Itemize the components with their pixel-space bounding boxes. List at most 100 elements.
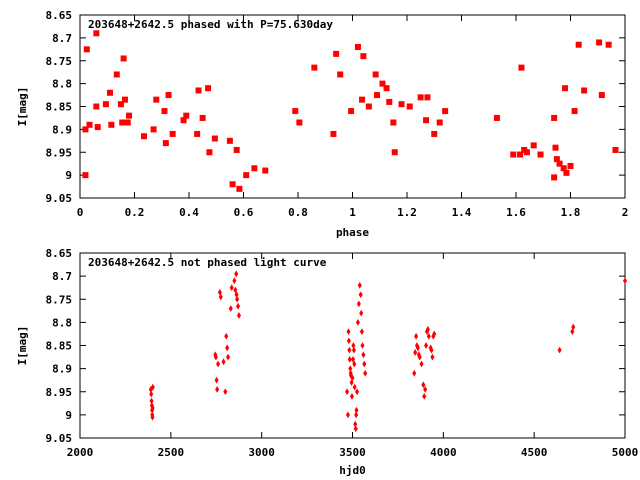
phased-data-point <box>251 165 258 172</box>
unphased-data-point <box>358 291 363 299</box>
phased-data-point <box>563 169 570 176</box>
unphased-data-point <box>351 355 356 363</box>
phased-data-point <box>333 50 340 57</box>
unphased-y-tick-label: 8.7 <box>52 270 72 283</box>
unphased-data-point <box>221 358 226 366</box>
phased-data-point <box>598 92 605 99</box>
unphased-data-point <box>360 342 365 349</box>
phased-data-point <box>493 114 500 121</box>
phased-x-tick-label: 1 <box>349 206 356 219</box>
unphased-data-point <box>414 332 419 340</box>
unphased-data-point <box>235 295 240 303</box>
unphased-y-tick-label: 9 <box>65 409 72 422</box>
phased-data-point <box>83 46 90 53</box>
phased-data-point <box>126 112 133 119</box>
unphased-x-tick-label: 2500 <box>158 446 185 459</box>
unphased-data-point <box>363 369 368 377</box>
unphased-data-point <box>150 413 155 421</box>
phased-data-point <box>581 87 588 94</box>
phased-data-point <box>169 130 176 137</box>
unphased-data-point <box>150 404 155 412</box>
phased-plot-frame <box>79 14 626 199</box>
phased-y-tick-label: 8.65 <box>46 9 73 22</box>
unphased-data-point <box>345 388 350 396</box>
phased-data-point <box>417 94 424 101</box>
unphased-data-point <box>150 383 155 391</box>
unphased-data-point <box>571 323 576 331</box>
phased-data-point <box>93 30 100 37</box>
phased-data-point <box>523 149 530 156</box>
unphased-data-point <box>149 397 154 405</box>
phased-x-tick-label: 1.6 <box>506 206 526 219</box>
phased-data-point <box>530 142 537 149</box>
unphased-data-point <box>218 293 223 301</box>
unphased-data-point <box>357 281 362 289</box>
unphased-y-tick-label: 8.8 <box>52 316 72 329</box>
phased-data-point <box>436 119 443 126</box>
phased-data-point <box>406 103 413 110</box>
phased-data-point <box>330 130 337 137</box>
phased-light-curve-panel: 0 0.2 0.4 0.6 0.8 1 1.2 1.4 1.6 1.8 2 8.65 8.7 8.75 8.… <box>16 9 628 239</box>
unphased-data-point <box>346 337 351 345</box>
unphased-x-tick-label: 3500 <box>339 446 366 459</box>
unphased-data-point <box>228 305 233 312</box>
unphased-y-tick-label: 8.9 <box>52 363 72 376</box>
unphased-data-point <box>226 353 231 361</box>
phased-data-point <box>102 101 109 108</box>
phased-data-point <box>195 87 202 94</box>
unphased-data-point <box>215 386 220 393</box>
unphased-data-point <box>232 277 237 285</box>
unphased-y-tick-label: 8.95 <box>46 386 73 399</box>
phased-data-point <box>365 103 372 110</box>
unphased-data-point <box>417 353 422 361</box>
phased-data-point <box>423 117 430 124</box>
unphased-data-point <box>347 355 352 363</box>
unphased-data-point <box>353 425 358 433</box>
unphased-data-point <box>622 277 628 285</box>
unphased-x-tick-label: 5000 <box>612 446 639 459</box>
unphased-data-point <box>415 344 420 352</box>
phased-data-point <box>517 151 524 158</box>
unphased-y-axis-label: I[mag] <box>16 326 29 366</box>
phased-x-tick-label: 1.8 <box>561 206 581 219</box>
phased-x-tick-label: 0.4 <box>179 206 199 219</box>
unphased-data-point <box>236 312 241 319</box>
unphased-data-point <box>421 381 426 389</box>
unphased-data-point <box>432 330 437 338</box>
phased-data-point <box>337 71 344 78</box>
phased-data-point <box>150 126 157 133</box>
phased-data-point <box>596 39 603 46</box>
unphased-data-point <box>345 411 350 419</box>
unphased-data-point <box>353 420 358 428</box>
phased-data-point <box>311 64 318 71</box>
phased-data-point <box>183 112 190 119</box>
phased-data-point <box>567 162 574 169</box>
unphased-data-point <box>236 302 241 310</box>
unphased-data-point <box>234 270 239 278</box>
phased-data-point <box>518 64 525 71</box>
phased-data-point <box>106 89 113 96</box>
unphased-chart-title: 203648+2642.5 not phased light curve <box>88 256 327 269</box>
phased-data-point <box>117 101 124 108</box>
unphased-data-point <box>362 360 367 368</box>
phased-data-point <box>292 108 299 115</box>
phased-x-tick-label: 0.6 <box>234 206 254 219</box>
unphased-y-tick-label: 8.75 <box>46 293 73 306</box>
unphased-data-point <box>216 360 221 368</box>
phased-y-tick-label: 8.75 <box>46 55 73 68</box>
unphased-data-point <box>225 344 230 352</box>
phased-y-tick-label: 8.7 <box>52 32 72 45</box>
unphased-x-axis-label: hjd0 <box>339 464 366 477</box>
phased-data-point <box>424 94 431 101</box>
phased-data-point <box>82 172 89 179</box>
phased-data-point <box>296 119 303 126</box>
phased-data-point <box>229 181 236 188</box>
phased-data-point <box>233 146 240 153</box>
unphased-data-point <box>223 388 228 396</box>
unphased-data-point <box>355 388 360 396</box>
phased-data-point <box>383 85 390 92</box>
phased-data-point <box>612 146 619 153</box>
unphased-data-point <box>412 369 417 377</box>
unphased-x-tick-label: 3000 <box>248 446 275 459</box>
phased-data-point <box>354 44 361 51</box>
